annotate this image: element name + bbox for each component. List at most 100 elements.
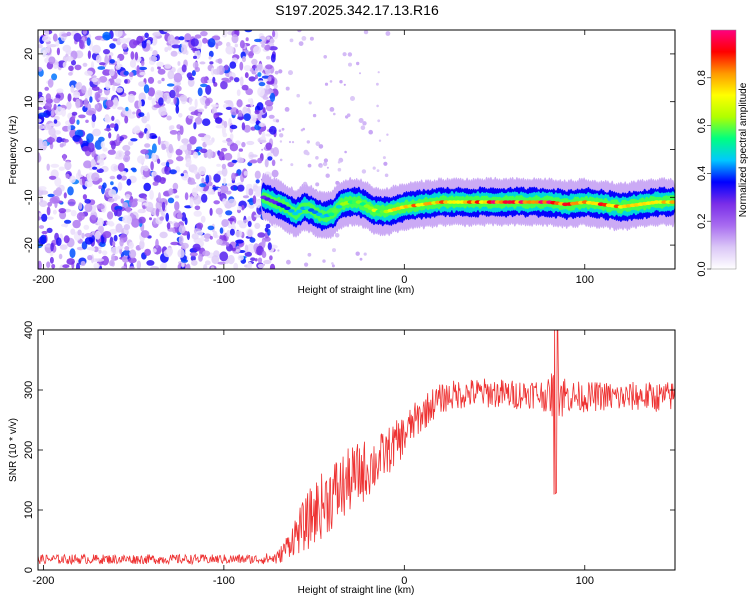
heatmap-noise-cell — [217, 58, 223, 64]
heatmap-noise-cell — [288, 140, 292, 144]
heatmap-noise-cell — [168, 188, 174, 196]
heatmap-noise-cell — [233, 186, 238, 191]
heatmap-noise-cell — [122, 154, 131, 163]
heatmap-noise-cell — [219, 251, 229, 262]
heatmap-noise-cell — [78, 114, 86, 119]
heatmap-noise-cell — [221, 167, 228, 177]
heatmap-noise-cell — [38, 139, 44, 149]
heatmap-noise-cell — [210, 67, 215, 76]
heatmap-noise-cell — [210, 191, 216, 195]
heatmap-noise-cell — [68, 72, 73, 76]
heatmap-noise-cell — [70, 84, 75, 93]
heatmap-noise-cell — [358, 118, 364, 123]
heatmap-noise-cell — [264, 88, 274, 95]
heatmap-noise-cell — [139, 71, 146, 76]
heatmap-noise-cell — [123, 224, 131, 231]
heatmap-noise-cell — [140, 230, 150, 238]
heatmap-noise-cell — [176, 212, 183, 219]
heatmap-noise-cell — [93, 246, 99, 253]
heatmap-noise-cell — [115, 64, 121, 70]
heatmap-noise-cell — [290, 163, 294, 167]
heatmap-noise-cell — [187, 181, 197, 185]
heatmap-noise-cell — [248, 76, 256, 82]
heatmap-noise-cell — [66, 31, 72, 37]
heatmap-noise-cell — [104, 55, 109, 66]
heatmap-noise-cell — [223, 177, 227, 186]
heatmap-noise-cell — [238, 148, 243, 152]
heatmap-noise-cell — [215, 43, 219, 50]
heatmap-noise-cell — [112, 85, 116, 92]
heatmap-noise-cell — [142, 205, 146, 209]
heatmap-noise-cell — [147, 76, 155, 84]
heatmap-noise-cell — [146, 130, 150, 140]
heatmap-noise-cell — [175, 148, 183, 156]
heatmap-noise-cell — [146, 260, 155, 266]
heatmap-y-tick-label: -10 — [23, 189, 35, 205]
heatmap-noise-cell — [98, 177, 103, 183]
heatmap-noise-cell — [288, 70, 293, 76]
heatmap-noise-cell — [268, 46, 278, 51]
heatmap-noise-cell — [217, 261, 226, 265]
heatmap-noise-cell — [249, 154, 258, 158]
heatmap-noise-cell — [376, 82, 379, 86]
heatmap-noise-cell — [207, 225, 215, 231]
heatmap-noise-cell — [91, 247, 96, 252]
heatmap-noise-cell — [167, 45, 172, 51]
heatmap-noise-cell — [98, 136, 105, 142]
heatmap-noise-cell — [257, 263, 265, 269]
heatmap-noise-cell — [254, 109, 260, 115]
heatmap-noise-cell — [257, 257, 263, 263]
heatmap-noise-cell — [70, 228, 76, 235]
heatmap-noise-cell — [204, 238, 210, 242]
heatmap-noise-cell — [38, 118, 42, 123]
heatmap-noise-cell — [61, 107, 66, 117]
heatmap-noise-cell — [223, 100, 233, 104]
heatmap-noise-cell — [189, 115, 194, 120]
heatmap-noise-cell — [158, 97, 164, 106]
heatmap-noise-cell — [150, 66, 155, 72]
heatmap-noise-cell — [277, 249, 280, 252]
heatmap-noise-cell — [133, 198, 138, 202]
heatmap-noise-cell — [38, 96, 46, 106]
heatmap-noise-cell — [326, 166, 329, 169]
heatmap-noise-cell — [265, 84, 271, 90]
heatmap-noise-cell — [384, 173, 389, 178]
heatmap-noise-cell — [229, 76, 234, 81]
heatmap-noise-cell — [278, 69, 283, 74]
heatmap-noise-cell — [114, 30, 123, 38]
heatmap-ridge-peak — [296, 209, 303, 214]
heatmap-noise-cell — [157, 158, 161, 164]
heatmap-noise-cell — [50, 110, 55, 117]
heatmap-noise-cell — [91, 113, 97, 123]
heatmap-noise-cell — [186, 263, 191, 269]
heatmap-noise-cell — [173, 72, 183, 83]
heatmap-noise-cell — [319, 164, 323, 168]
heatmap-noise-cell — [257, 232, 266, 238]
heatmap-noise-cell — [82, 175, 86, 186]
heatmap-noise-cell — [244, 251, 252, 257]
heatmap-noise-cell — [236, 157, 244, 164]
heatmap-noise-cell — [98, 185, 102, 190]
heatmap-noise-cell — [64, 161, 72, 171]
heatmap-noise-cell — [65, 56, 74, 62]
heatmap-noise-cell — [208, 56, 212, 60]
heatmap-noise-cell — [66, 101, 72, 110]
heatmap-noise-cell — [170, 50, 178, 57]
heatmap-noise-cell — [138, 216, 146, 224]
heatmap-ridge — [260, 172, 675, 240]
snr-plot-area — [38, 330, 675, 570]
heatmap-noise-cell — [203, 264, 208, 269]
heatmap-noise-cell — [75, 98, 81, 109]
heatmap-noise-cell — [40, 234, 47, 245]
heatmap-noise-cell — [134, 51, 139, 61]
heatmap-noise-cell — [181, 242, 189, 249]
heatmap-noise-cell — [130, 51, 135, 60]
heatmap-noise-cell — [257, 72, 262, 77]
heatmap-noise-cell — [53, 119, 58, 124]
heatmap-noise-cell — [138, 99, 142, 109]
heatmap-noise-cell — [264, 99, 274, 107]
heatmap-noise-cell — [42, 124, 52, 131]
heatmap-noise-cell — [254, 170, 261, 179]
heatmap-noise-cell — [324, 82, 329, 86]
heatmap-noise-cell — [82, 30, 88, 35]
